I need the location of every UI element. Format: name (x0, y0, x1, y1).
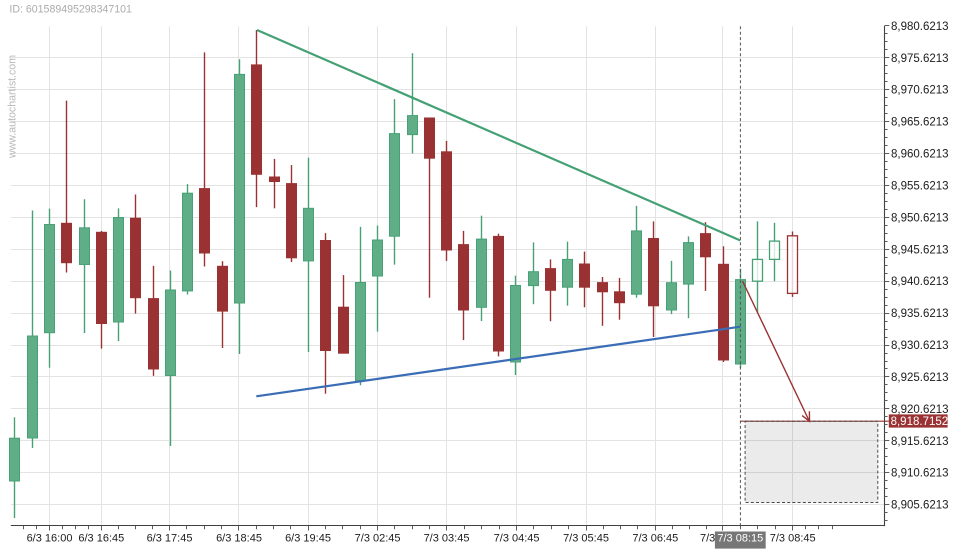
svg-text:7/3 05:45: 7/3 05:45 (563, 532, 609, 544)
svg-text:7/3 04:45: 7/3 04:45 (494, 532, 540, 544)
svg-text:7/3 02:45: 7/3 02:45 (355, 532, 401, 544)
svg-text:7/3 08:15: 7/3 08:15 (717, 532, 763, 544)
svg-text:8,935.6213: 8,935.6213 (891, 308, 949, 320)
svg-text:6/3 17:45: 6/3 17:45 (147, 532, 193, 544)
svg-text:8,915.6213: 8,915.6213 (891, 436, 949, 448)
svg-text:8,918.7152: 8,918.7152 (891, 416, 949, 428)
svg-text:ID: 601589495298347101: ID: 601589495298347101 (9, 4, 132, 16)
svg-text:8,965.6213: 8,965.6213 (891, 117, 949, 129)
svg-text:8,910.6213: 8,910.6213 (891, 468, 949, 480)
svg-text:8,980.6213: 8,980.6213 (891, 21, 949, 33)
svg-text:8,920.6213: 8,920.6213 (891, 404, 949, 416)
svg-text:7/3 06:45: 7/3 06:45 (632, 532, 678, 544)
svg-text:6/3 16:45: 6/3 16:45 (78, 532, 124, 544)
svg-text:8,960.6213: 8,960.6213 (891, 149, 949, 161)
svg-text:8,930.6213: 8,930.6213 (891, 340, 949, 352)
svg-text:8,905.6213: 8,905.6213 (891, 500, 949, 512)
svg-text:6/3 19:45: 6/3 19:45 (285, 532, 331, 544)
svg-text:6/3 16:00: 6/3 16:00 (27, 532, 73, 544)
svg-text:8,925.6213: 8,925.6213 (891, 372, 949, 384)
svg-text:www.autochartist.com: www.autochartist.com (7, 55, 19, 159)
svg-text:7/3 03:45: 7/3 03:45 (424, 532, 470, 544)
svg-text:8,975.6213: 8,975.6213 (891, 53, 949, 65)
svg-text:6/3 18:45: 6/3 18:45 (216, 532, 262, 544)
svg-text:7/3 08:45: 7/3 08:45 (770, 532, 816, 544)
svg-text:8,940.6213: 8,940.6213 (891, 276, 949, 288)
svg-text:8,950.6213: 8,950.6213 (891, 212, 949, 224)
svg-text:8,945.6213: 8,945.6213 (891, 244, 949, 256)
svg-text:8,955.6213: 8,955.6213 (891, 181, 949, 193)
svg-text:8,970.6213: 8,970.6213 (891, 85, 949, 97)
